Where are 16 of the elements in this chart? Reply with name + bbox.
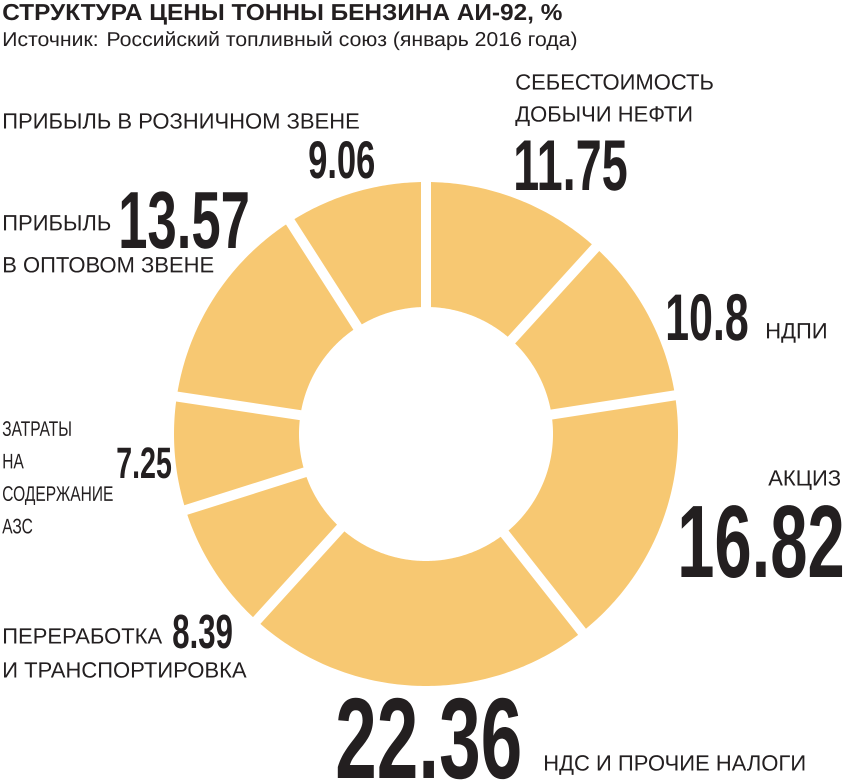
slice-label: НДС И ПРОЧИЕ НАЛОГИ: [545, 755, 804, 775]
data-label: 9.06: [309, 140, 374, 179]
data-label: 13.57: [122, 191, 248, 249]
slice-label: НДПИ: [767, 323, 826, 343]
data-label: 7.25: [117, 447, 172, 478]
slice-label: АКЦИЗ: [768, 470, 840, 490]
data-label: 11.75: [516, 140, 626, 191]
data-label: 22.36: [338, 698, 520, 780]
chart-title: СТРУКТУРА ЦЕНЫ ТОННЫ БЕНЗИНА АИ-92, %: [3, 4, 562, 25]
chart-subtitle: Источник: Российский топливный союз (январь 2016 года): [4, 31, 576, 50]
data-label: 16.82: [681, 505, 842, 578]
slice-label: ЗАТРАТЫ НА СОДЕРЖАНИЕ АЗС: [2, 421, 113, 534]
data-label: 10.8: [668, 294, 748, 341]
slice-label: ПРИБЫЛЬ В РОЗНИЧНОМ ЗВЕНЕ: [4, 113, 359, 129]
slice-label: СЕБЕСТОИМОСТЬ ДОБЫЧИ НЕФТИ: [515, 74, 713, 126]
data-label: 8.39: [173, 614, 232, 649]
